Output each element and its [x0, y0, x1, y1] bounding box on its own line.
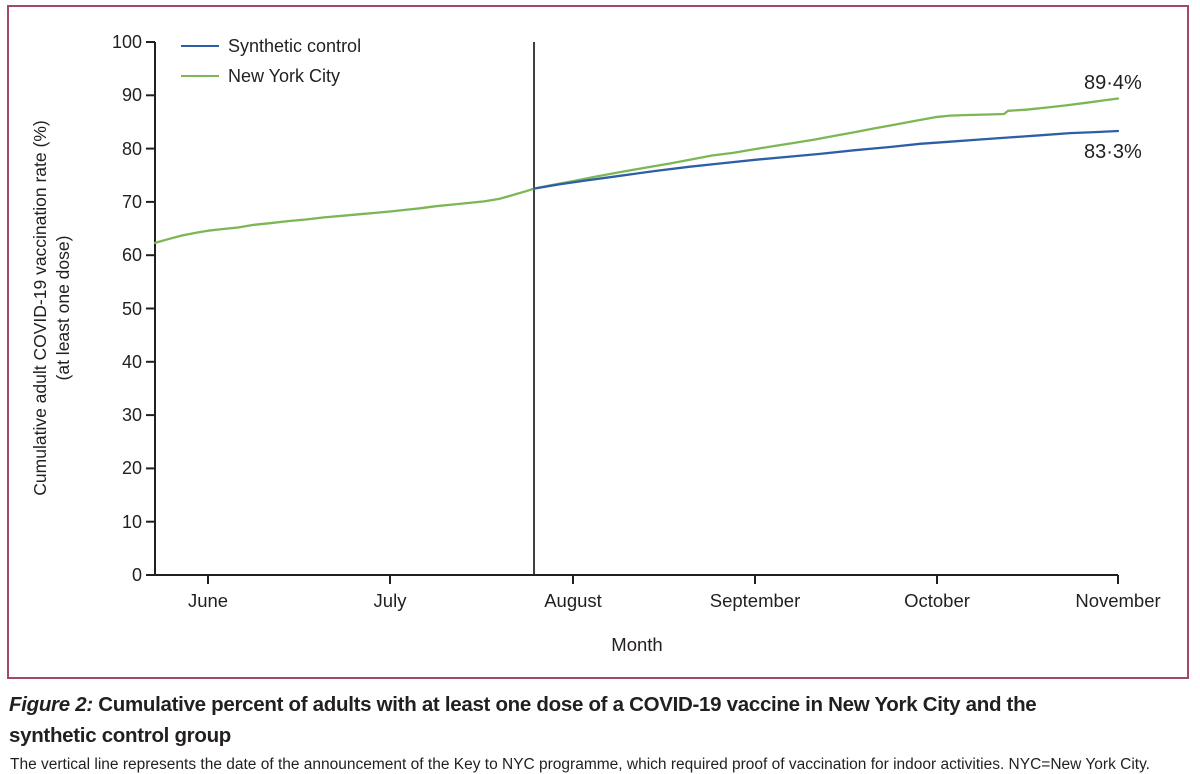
figure-caption-line1: Cumulative percent of adults with at lea… — [98, 693, 1037, 716]
y-axis-title-line2: (at least one dose) — [53, 235, 73, 381]
y-tick-label: 100 — [111, 32, 142, 52]
legend-label-synthetic-control: Synthetic control — [228, 35, 362, 56]
y-tick-label: 70 — [121, 191, 142, 212]
y-tick-label: 80 — [121, 138, 142, 159]
figure-footnote-clipped: The vertical line represents the date of… — [10, 756, 1150, 773]
legend-item-new-york-city: New York City — [181, 61, 361, 91]
y-tick-label: 20 — [121, 458, 142, 479]
figure-frame — [7, 5, 1189, 679]
series-line-synthetic-control — [532, 129, 1120, 190]
series-line-new-york-city — [153, 97, 1120, 245]
x-tick-label-august: August — [544, 590, 602, 611]
legend-item-synthetic-control: Synthetic control — [181, 31, 361, 61]
x-axis-title: Month — [611, 634, 663, 655]
x-tick-label-june: June — [187, 590, 229, 611]
legend-label-new-york-city: New York City — [228, 65, 341, 86]
y-tick-label: 40 — [121, 351, 142, 372]
figure-caption-line2: synthetic control group — [9, 723, 232, 747]
y-tick-label: 50 — [121, 298, 142, 319]
figure-caption: Figure 2: Cumulative percent of adults w… — [9, 690, 1191, 751]
x-tick-label-july: July — [373, 590, 407, 611]
new-york-city-line-swatch — [181, 74, 219, 78]
nyc-end-value-label: 89·4% — [1084, 72, 1142, 94]
y-tick-label: 10 — [121, 511, 142, 532]
x-tick-label-november: November — [1075, 590, 1161, 611]
y-tick-label: 90 — [121, 85, 142, 106]
synthetic-end-value-label: 83·3% — [1084, 141, 1142, 163]
y-tick-label: 0 — [131, 565, 142, 585]
y-axis-title: Cumulative adult COVID-19 vaccination ra… — [29, 120, 75, 495]
y-tick-label: 60 — [121, 245, 142, 266]
chart-legend: Synthetic control New York City — [181, 31, 361, 91]
y-tick-label: 30 — [121, 405, 142, 426]
y-axis-title-line1: Cumulative adult COVID-19 vaccination ra… — [30, 120, 50, 496]
synthetic-control-line-swatch — [181, 44, 219, 48]
x-tick-label-october: October — [904, 590, 970, 611]
figure-caption-number: Figure 2: — [9, 693, 93, 716]
x-tick-label-september: September — [709, 590, 801, 611]
